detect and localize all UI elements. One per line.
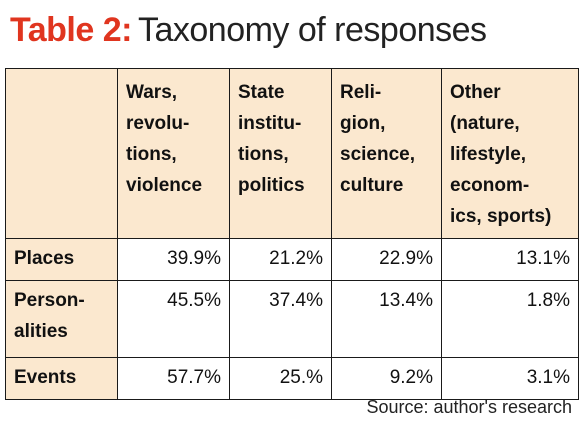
column-header-line: lifestyle, (450, 144, 527, 165)
table-cell: 1.8% (441, 280, 579, 358)
column-header-line: tions, (126, 144, 177, 165)
table-cell: 22.9% (331, 238, 442, 281)
column-header-line: (nature, (450, 113, 520, 134)
column-header-line: Wars, (126, 82, 178, 103)
column-header-line: violence (126, 175, 203, 196)
column-header-line: State (238, 82, 285, 103)
table-row: Person- alities 45.5% 37.4% 13.4% 1.8% (5, 280, 579, 358)
column-header-line: politics (238, 175, 305, 196)
table-cell: 13.1% (441, 238, 579, 281)
column-header-line: revolu- (126, 113, 190, 134)
row-label-line: Places (14, 248, 75, 269)
row-label: Events (5, 357, 118, 400)
column-header: Other (nature, lifestyle, econom- ics, s… (441, 68, 579, 239)
column-header-line: econom- (450, 175, 530, 196)
taxonomy-table: Wars, revolu- tions, violence State inst… (5, 68, 579, 400)
row-label-line: Events (14, 367, 77, 388)
table-header-row: Wars, revolu- tions, violence State inst… (5, 68, 579, 239)
column-header-line: tions, (238, 144, 289, 165)
column-header: State institu- tions, politics (229, 68, 332, 239)
table-cell: 57.7% (117, 357, 230, 400)
table-cell: 45.5% (117, 280, 230, 358)
column-header: Wars, revolu- tions, violence (117, 68, 230, 239)
title-label: Table 2: (10, 11, 132, 49)
column-header: Reli- gion, science, culture (331, 68, 442, 239)
row-label-line: alities (14, 321, 68, 342)
column-header-line: ics, sports) (450, 206, 552, 227)
table-cell: 3.1% (441, 357, 579, 400)
table-row: Places 39.9% 21.2% 22.9% 13.1% (5, 238, 579, 281)
table-cell: 9.2% (331, 357, 442, 400)
row-label: Person- alities (5, 280, 118, 358)
column-header-line: institu- (238, 113, 302, 134)
table-cell: 39.9% (117, 238, 230, 281)
column-header-line: science, (340, 144, 415, 165)
table-row: Events 57.7% 25.% 9.2% 3.1% (5, 357, 579, 400)
table-corner-cell (5, 68, 118, 239)
row-label-line: Person- (14, 290, 85, 311)
column-header-line: gion, (340, 113, 386, 134)
source-note: Source: author's research (366, 397, 572, 417)
page-title: Table 2: Taxonomy of responses (10, 10, 487, 50)
column-header-line: Other (450, 82, 501, 103)
column-header-line: Reli- (340, 82, 382, 103)
row-label: Places (5, 238, 118, 281)
table-cell: 25.% (229, 357, 332, 400)
title-text: Taxonomy of responses (137, 11, 487, 49)
column-header-line: culture (340, 175, 404, 196)
table-cell: 21.2% (229, 238, 332, 281)
table-cell: 37.4% (229, 280, 332, 358)
table-cell: 13.4% (331, 280, 442, 358)
